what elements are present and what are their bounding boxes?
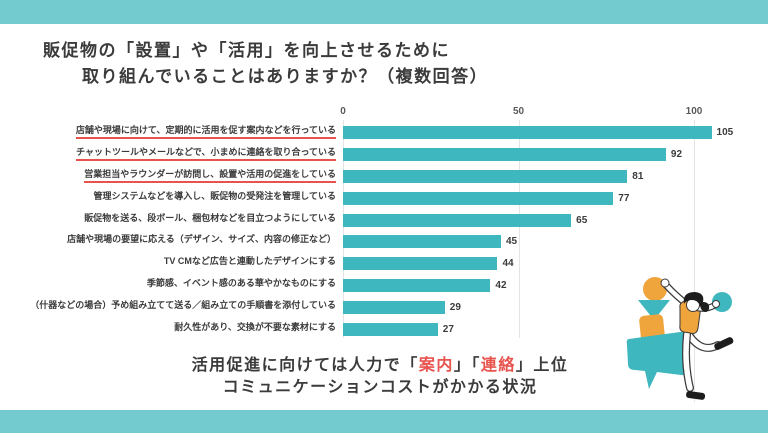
bar-track: 77: [343, 191, 768, 205]
highlighted-keyword: 案内: [418, 357, 454, 374]
gridline: [343, 120, 344, 338]
bar: [343, 169, 628, 183]
bar-label: TV CMなど広告と連動したデザインにする: [163, 256, 336, 267]
bar-value: 27: [442, 323, 454, 335]
orange-block-icon: [639, 314, 665, 342]
chart-row: 営業担当やラウンダーが訪問し、設置や活用の促進をしている 81: [0, 166, 768, 188]
bar-value: 105: [716, 127, 734, 139]
bar: [343, 126, 712, 140]
bar-label: 販促物を送る、段ボール、梱包材などを目立つようにしている: [84, 212, 336, 223]
conclusion-message: 活用促進に向けては人力で「案内」「連絡」上位 コミュニケーションコストがかかる状…: [110, 355, 650, 399]
back-shoe: [714, 337, 734, 350]
bar-label-cell: 店舗や現場に向けて、定期的に活用を促す案内などを行っている: [0, 126, 343, 140]
speech-bubble-icon: [626, 331, 687, 389]
conclusion-line-1: 活用促進に向けては人力で「案内」「連絡」上位: [110, 355, 650, 377]
chart-row: チャットツールやメールなどで、小まめに連絡を取り合っている 92: [0, 144, 768, 166]
bar-value: 77: [618, 192, 630, 204]
footer-text-segment: 活用促進に向けては人力で「: [191, 357, 419, 374]
chart-row: 販促物を送る、段ボール、梱包材などを目立つようにしている 65: [0, 209, 768, 231]
bar-label: チャットツールやメールなどで、小まめに連絡を取り合っている: [76, 148, 336, 162]
x-tick-label: 50: [512, 106, 525, 117]
bar-value: 81: [632, 170, 644, 182]
bar-label-cell: チャットツールやメールなどで、小まめに連絡を取り合っている: [0, 148, 343, 162]
chart-row: 店舗や現場に向けて、定期的に活用を促す案内などを行っている 105: [0, 122, 768, 144]
bar-label: 店舗や現場の要望に応える（デザイン、サイズ、内容の修正など）: [67, 234, 336, 245]
bar-label-cell: TV CMなど広告と連動したデザインにする: [0, 257, 343, 270]
bar-value: 44: [502, 258, 514, 270]
bar-label-cell: （什器などの場合）予め組み立てて送る／組み立ての手順書を添付している: [0, 299, 343, 314]
teal-triangle-icon: [638, 300, 670, 320]
bar-label: 管理システムなどを導入し、販促物の受発注を管理している: [93, 190, 336, 201]
person-juggling-shapes-illustration: [626, 277, 734, 400]
bar: [343, 213, 572, 227]
bar-track: 27: [343, 322, 768, 336]
bar-track: 92: [343, 148, 768, 162]
bar-label: 季節感、イベント感のある華やかなものにする: [146, 277, 336, 288]
bar: [343, 300, 445, 314]
bar-label-cell: 店舗や現場の要望に応える（デザイン、サイズ、内容の修正など）: [0, 235, 343, 248]
survey-question-title: 販促物の「設置」や「活用」を向上させるために 取り組んでいることはありますか？（…: [43, 38, 488, 90]
bar: [343, 322, 438, 336]
x-tick-label: 0: [340, 106, 346, 117]
chart-row: TV CMなど広告と連動したデザインにする 44: [0, 253, 768, 275]
bar-label-cell: 販促物を送る、段ボール、梱包材などを目立つようにしている: [0, 212, 343, 227]
bar-track: 45: [343, 235, 768, 249]
chart-row: 店舗や現場の要望に応える（デザイン、サイズ、内容の修正など） 45: [0, 231, 768, 253]
bar-track: 42: [343, 278, 768, 292]
bar-label-cell: 管理システムなどを導入し、販促物の受発注を管理している: [0, 190, 343, 205]
title-line-2: 取り組んでいることはありますか？（複数回答）: [82, 67, 489, 86]
bar: [343, 278, 491, 292]
bottom-band: [0, 410, 768, 433]
bar-label-cell: 営業担当やラウンダーが訪問し、設置や活用の促進をしている: [0, 169, 343, 183]
chart-row: （什器などの場合）予め組み立てて送る／組み立ての手順書を添付している 29: [0, 296, 768, 318]
person: [660, 278, 734, 400]
footer-text-segment: 」上位: [515, 357, 569, 374]
bar-value: 65: [576, 214, 588, 226]
bar-track: 44: [343, 257, 768, 271]
bar-label: 店舗や現場に向けて、定期的に活用を促す案内などを行っている: [75, 126, 336, 140]
bar-label: 営業担当やラウンダーが訪問し、設置や活用の促進をしている: [84, 169, 336, 183]
bar-value: 92: [670, 149, 683, 161]
footer-text-segment: 」「: [453, 357, 481, 374]
bar-value: 42: [495, 279, 507, 291]
bar-label-cell: 季節感、イベント感のある華やかなものにする: [0, 277, 343, 292]
x-tick-label: 100: [685, 106, 703, 117]
bar-label-cell: 耐久性があり、交換が不要な素材にする: [0, 321, 343, 336]
bar: [343, 257, 498, 271]
bar-track: 105: [343, 126, 768, 140]
bar-track: 29: [343, 300, 768, 314]
chart-row: 耐久性があり、交換が不要な素材にする 27: [0, 318, 768, 340]
conclusion-line-2: コミュニケーションコストがかかる状況: [222, 379, 538, 396]
bar: [343, 191, 614, 205]
chart-rows: 店舗や現場に向けて、定期的に活用を促す案内などを行っている 105 チャットツールや…: [0, 122, 768, 340]
bar-track: 65: [343, 213, 768, 227]
top-band: [0, 0, 768, 24]
bar-value: 45: [505, 236, 518, 248]
front-hand: [712, 300, 720, 308]
bar-label: （什器などの場合）予め組み立てて送る／組み立ての手順書を添付している: [30, 299, 336, 310]
bar: [343, 235, 501, 249]
bar-label: 耐久性があり、交換が不要な素材にする: [174, 321, 336, 332]
highlighted-keyword: 連絡: [480, 357, 516, 374]
bar: [343, 148, 666, 162]
chart-row: 管理システムなどを導入し、販促物の受発注を管理している 77: [0, 187, 768, 209]
title-line-1: 販促物の「設置」や「活用」を向上させるために: [43, 41, 450, 60]
chart-row: 季節感、イベント感のある華やかなものにする 42: [0, 275, 768, 297]
raised-hand: [660, 278, 670, 288]
gridline: [694, 120, 695, 402]
bar-value: 29: [449, 301, 461, 313]
bar-track: 81: [343, 169, 768, 183]
gridline: [518, 120, 520, 338]
front-shoe: [686, 391, 706, 400]
horizontal-bar-chart: 0 50 100 店舗や現場に向けて、定期的に活用を促す案内などを行っている 105 チ…: [0, 106, 768, 402]
hair: [683, 292, 710, 312]
